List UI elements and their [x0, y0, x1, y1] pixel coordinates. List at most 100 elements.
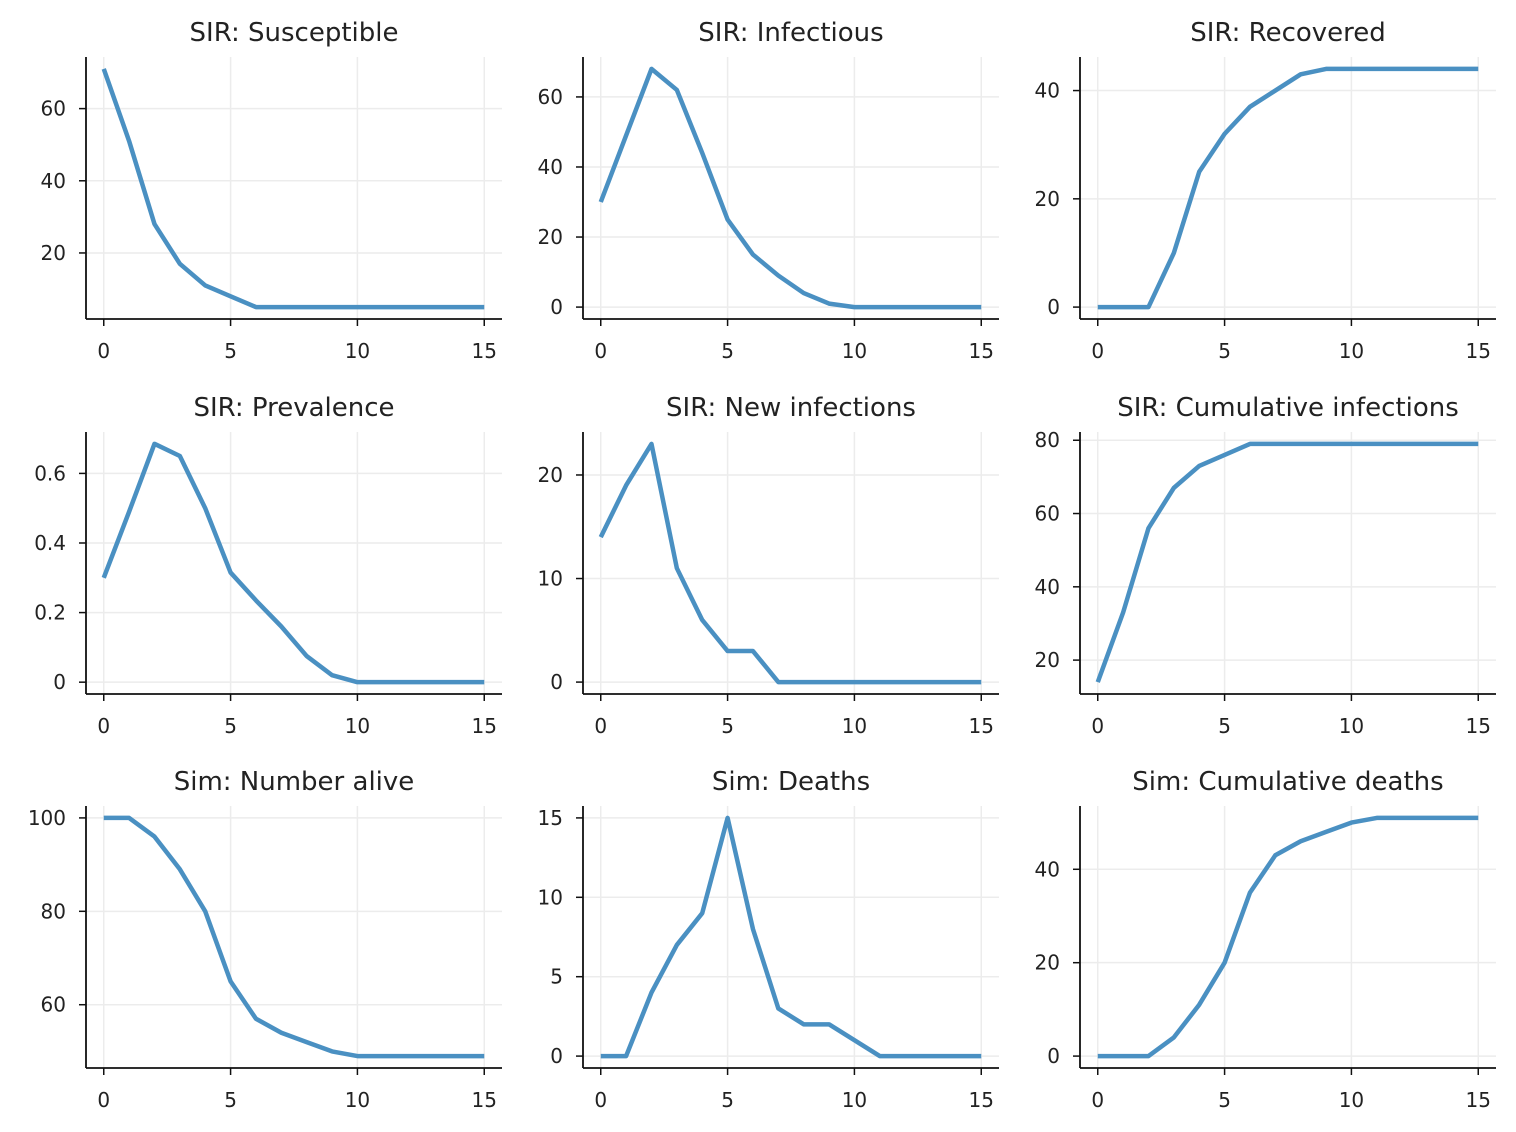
x-tick-label: 10: [1339, 1088, 1364, 1112]
x-tick-label: 0: [97, 339, 110, 363]
data-point: [1425, 67, 1429, 71]
data-point: [979, 1054, 983, 1058]
data-point: [102, 67, 106, 71]
x-tick-label: 15: [472, 714, 497, 738]
data-point: [1476, 67, 1480, 71]
data-point: [928, 1054, 932, 1058]
data-point: [304, 654, 308, 658]
data-point: [228, 979, 232, 983]
data-point: [127, 509, 131, 513]
data-point: [1375, 442, 1379, 446]
chart-panel-9: 0 5 10 15 0 20 40 Sim: Cumulative deaths: [1035, 767, 1496, 1112]
data-point: [457, 680, 461, 684]
data-point: [1146, 305, 1150, 309]
data-point: [431, 1054, 435, 1058]
data-point: [1298, 442, 1302, 446]
data-point: [700, 151, 704, 155]
data-point: [1172, 251, 1176, 255]
data-point: [776, 1006, 780, 1010]
y-tick-label: 80: [41, 899, 66, 923]
y-tick-label: 20: [1035, 951, 1060, 975]
data-point: [852, 305, 856, 309]
data-point: [675, 88, 679, 92]
data-point: [903, 680, 907, 684]
y-tick-label: 0.2: [34, 601, 66, 625]
x-tick-label: 5: [721, 714, 734, 738]
y-tick-label: 10: [538, 567, 563, 591]
data-point: [1273, 442, 1277, 446]
x-tick-label: 10: [842, 1088, 867, 1112]
data-point: [482, 1054, 486, 1058]
x-tick-label: 0: [1091, 1088, 1104, 1112]
data-point: [152, 834, 156, 838]
data-point: [1248, 890, 1252, 894]
data-point: [1121, 1054, 1125, 1058]
data-point: [1451, 816, 1455, 820]
data-point: [1349, 67, 1353, 71]
data-point: [254, 598, 258, 602]
x-tick-label: 0: [594, 1088, 607, 1112]
data-point: [178, 262, 182, 266]
data-point: [1197, 1003, 1201, 1007]
data-point: [228, 570, 232, 574]
data-point: [152, 222, 156, 226]
data-point: [457, 1054, 461, 1058]
x-tick-label: 0: [1091, 714, 1104, 738]
data-point: [1222, 960, 1226, 964]
y-tick-label: 40: [1035, 79, 1060, 103]
data-point: [1197, 464, 1201, 468]
series-line: [101, 68, 485, 310]
data-point: [1425, 442, 1429, 446]
data-point: [127, 816, 131, 820]
data-point: [304, 305, 308, 309]
x-tick-label: 5: [721, 1088, 734, 1112]
data-point: [903, 1054, 907, 1058]
data-point: [1400, 816, 1404, 820]
data-point: [330, 305, 334, 309]
data-point: [1096, 1054, 1100, 1058]
series-line: [1097, 66, 1479, 310]
data-point: [1172, 1035, 1176, 1039]
data-point: [954, 680, 958, 684]
data-point: [431, 680, 435, 684]
data-point: [1400, 67, 1404, 71]
data-point: [330, 1049, 334, 1053]
x-tick-label: 5: [721, 339, 734, 363]
series-line: [600, 815, 982, 1059]
x-tick-label: 15: [969, 339, 994, 363]
data-point: [599, 535, 603, 539]
chart-title: Sim: Cumulative deaths: [1132, 767, 1443, 797]
chart-panel-4: 0 5 10 15 0 0.2 0.4 0.6 SIR: Prevalence: [34, 393, 502, 738]
chart-panel-3: 0 5 10 15 0 20 40 SIR: Recovered: [1035, 18, 1496, 363]
data-point: [1476, 816, 1480, 820]
y-tick-label: 0: [550, 1044, 563, 1068]
data-point: [1096, 680, 1100, 684]
data-point: [1375, 67, 1379, 71]
data-point: [979, 680, 983, 684]
x-tick-label: 15: [472, 1088, 497, 1112]
data-point: [776, 680, 780, 684]
data-point: [228, 294, 232, 298]
data-point: [1222, 453, 1226, 457]
chart-title: SIR: Cumulative infections: [1117, 393, 1459, 423]
x-tick-label: 10: [1339, 714, 1364, 738]
x-tick-label: 10: [842, 339, 867, 363]
y-tick-label: 20: [1035, 648, 1060, 672]
x-tick-label: 15: [969, 714, 994, 738]
data-point: [381, 680, 385, 684]
data-point: [827, 680, 831, 684]
data-point: [624, 483, 628, 487]
y-tick-label: 60: [41, 993, 66, 1017]
data-point: [649, 990, 653, 994]
data-point: [852, 680, 856, 684]
data-point: [827, 301, 831, 305]
data-point: [203, 506, 207, 510]
data-point: [649, 67, 653, 71]
y-tick-label: 60: [41, 97, 66, 121]
data-point: [203, 283, 207, 287]
data-point: [751, 927, 755, 931]
x-tick-label: 10: [345, 1088, 370, 1112]
data-point: [928, 305, 932, 309]
data-point: [102, 816, 106, 820]
y-tick-label: 40: [1035, 575, 1060, 599]
